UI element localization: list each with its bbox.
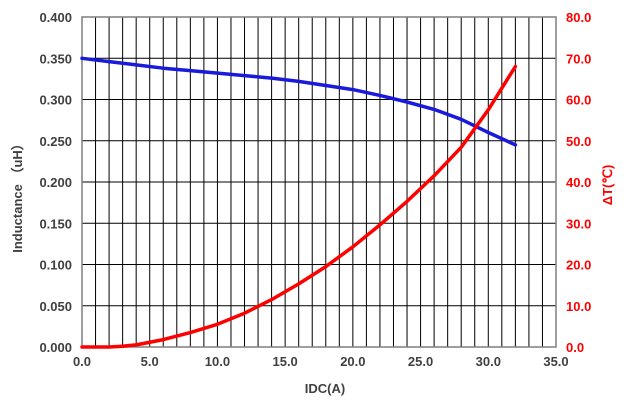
y2-tick-label: 30.0 — [566, 216, 591, 231]
y-tick-label: 0.150 — [39, 216, 72, 231]
y-tick-label: 0.300 — [39, 93, 72, 108]
x-tick-label: 15.0 — [272, 354, 297, 369]
inductance-line — [80, 56, 518, 147]
x-tick-label: 30.0 — [476, 354, 501, 369]
temperature-rise-line — [80, 64, 518, 349]
y-tick-label: 0.250 — [39, 134, 72, 149]
x-tick-label: 35.0 — [543, 354, 568, 369]
y-tick-label: 0.050 — [39, 299, 72, 314]
y2-tick-label: 70.0 — [566, 51, 591, 66]
x-tick-label: 5.0 — [141, 354, 159, 369]
x-tick-label: 0.0 — [73, 354, 91, 369]
tick-labels: 0.0 5.0 10.0 15.0 20.0 25.0 30.0 35.00.0000.050… — [39, 10, 591, 369]
y-tick-label: 0.200 — [39, 175, 72, 190]
x-tick-label: 25.0 — [408, 354, 433, 369]
y2-tick-label: 10.0 — [566, 299, 591, 314]
series-lines — [80, 56, 518, 349]
y2-tick-label: 40.0 — [566, 175, 591, 190]
y-axis-label: Inductance （uH） — [10, 137, 25, 253]
x-axis-label: IDC(A) — [305, 381, 345, 396]
y-tick-label: 0.100 — [39, 258, 72, 273]
y-tick-label: 0.000 — [39, 340, 72, 355]
y-tick-label: 0.350 — [39, 51, 72, 66]
y2-axis-label: ΔT(℃) — [600, 165, 615, 206]
y-tick-label: 0.400 — [39, 10, 72, 25]
x-tick-label: 20.0 — [340, 354, 365, 369]
y2-tick-label: 80.0 — [566, 10, 591, 25]
y2-tick-label: 50.0 — [566, 134, 591, 149]
y2-tick-label: 60.0 — [566, 93, 591, 108]
x-tick-label: 10.0 — [205, 354, 230, 369]
y2-tick-label: 20.0 — [566, 258, 591, 273]
plot-border — [81, 16, 557, 348]
grid — [81, 16, 557, 348]
y2-tick-label: 0.0 — [566, 340, 584, 355]
